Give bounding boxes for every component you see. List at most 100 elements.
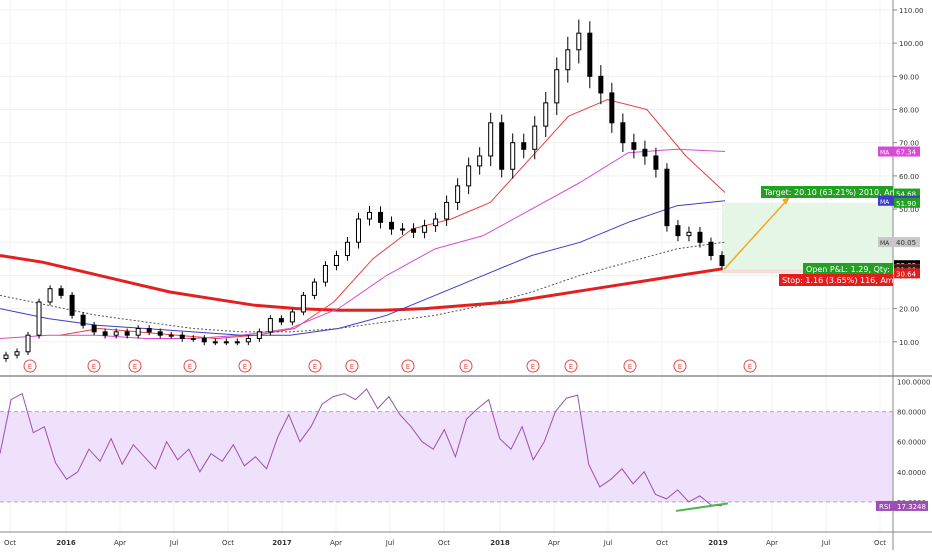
- candle-body[interactable]: [587, 32, 593, 77]
- earnings-marker[interactable]: [526, 359, 540, 373]
- candle-body[interactable]: [532, 125, 538, 150]
- candle-body[interactable]: [653, 155, 659, 170]
- candle-body[interactable]: [422, 225, 428, 233]
- candle-body[interactable]: [256, 331, 262, 339]
- candle-body[interactable]: [686, 231, 692, 237]
- time-tick-label: 2017: [272, 539, 292, 547]
- rsi-badge-label: RSI: [879, 503, 890, 511]
- candle-body[interactable]: [367, 211, 373, 220]
- candle-body[interactable]: [91, 324, 97, 333]
- candle-body[interactable]: [333, 255, 339, 266]
- candle-body[interactable]: [708, 241, 714, 257]
- candle-body[interactable]: [455, 185, 461, 203]
- candle-body[interactable]: [124, 331, 130, 336]
- price-badge: [894, 146, 920, 157]
- candle-body[interactable]: [14, 351, 20, 356]
- earnings-marker-label: E: [748, 363, 752, 371]
- candle-body[interactable]: [609, 92, 615, 124]
- earnings-marker[interactable]: [308, 359, 322, 373]
- rsi-tick-label: 40.0000: [897, 469, 926, 477]
- stop-label-bg[interactable]: [779, 274, 893, 286]
- candle-body[interactable]: [201, 337, 207, 343]
- candle-body[interactable]: [245, 337, 251, 343]
- candle-body[interactable]: [146, 328, 152, 333]
- candle-body[interactable]: [620, 122, 626, 144]
- earnings-marker[interactable]: [623, 359, 637, 373]
- candle-body[interactable]: [311, 281, 317, 296]
- candle-body[interactable]: [36, 301, 42, 336]
- candle-body[interactable]: [113, 331, 119, 336]
- earnings-marker[interactable]: [673, 359, 687, 373]
- candles[interactable]: [3, 19, 725, 362]
- candle-body[interactable]: [675, 225, 681, 237]
- candle-body[interactable]: [3, 354, 9, 359]
- candle-body[interactable]: [300, 294, 306, 313]
- candle-body[interactable]: [190, 337, 196, 340]
- candle-body[interactable]: [267, 318, 273, 333]
- candle-body[interactable]: [69, 294, 75, 316]
- candle-body[interactable]: [378, 211, 384, 223]
- candle-body[interactable]: [477, 155, 483, 167]
- candle-body[interactable]: [58, 288, 64, 296]
- candle-body[interactable]: [278, 318, 284, 323]
- candle-body[interactable]: [157, 331, 163, 336]
- candle-body[interactable]: [510, 142, 516, 170]
- time-tick-label: Oct: [438, 539, 450, 547]
- earnings-marker[interactable]: [345, 359, 359, 373]
- candle-body[interactable]: [135, 328, 141, 336]
- earnings-marker[interactable]: [128, 359, 142, 373]
- rsi-panel[interactable]: [0, 388, 893, 512]
- candle-body[interactable]: [697, 231, 703, 243]
- earnings-marker[interactable]: [183, 359, 197, 373]
- candle-body[interactable]: [25, 334, 31, 353]
- candle-body[interactable]: [554, 69, 560, 104]
- candle-body[interactable]: [168, 334, 174, 337]
- candle-body[interactable]: [212, 341, 218, 344]
- open-pnl-label-bg[interactable]: [803, 263, 893, 275]
- candle-body[interactable]: [289, 311, 295, 323]
- candle-body[interactable]: [444, 201, 450, 220]
- candle-body[interactable]: [433, 218, 439, 227]
- target-label-bg[interactable]: [761, 186, 893, 198]
- position-labels[interactable]: Target: 20.10 (63.21%) 2010, Amo Open P&L…: [723, 186, 902, 286]
- candle-body[interactable]: [389, 221, 395, 230]
- earnings-marker-label: E: [569, 363, 573, 371]
- candle-body[interactable]: [179, 334, 185, 339]
- rsi-tick-label: 60.0000: [897, 439, 926, 447]
- candle-body[interactable]: [543, 102, 549, 127]
- candle-body[interactable]: [466, 165, 472, 187]
- earnings-marker[interactable]: [564, 359, 578, 373]
- candle-body[interactable]: [400, 228, 406, 231]
- candle-body[interactable]: [234, 341, 240, 344]
- candle-body[interactable]: [565, 49, 571, 71]
- divergence-line[interactable]: [675, 502, 729, 512]
- candle-body[interactable]: [664, 168, 670, 227]
- candle-body[interactable]: [223, 341, 229, 344]
- candle-body[interactable]: [631, 142, 637, 150]
- candle-body[interactable]: [102, 331, 108, 336]
- earnings-marker[interactable]: [459, 359, 473, 373]
- candle-body[interactable]: [576, 32, 582, 51]
- price-tick-label: 80.00: [899, 107, 919, 115]
- candle-body[interactable]: [598, 75, 604, 94]
- earnings-marker[interactable]: [743, 359, 757, 373]
- candle-body[interactable]: [80, 314, 86, 326]
- earnings-marker[interactable]: [87, 359, 101, 373]
- candle-body[interactable]: [488, 122, 494, 157]
- earnings-marker[interactable]: [401, 359, 415, 373]
- candle-body[interactable]: [719, 255, 725, 266]
- candle-body[interactable]: [47, 288, 53, 303]
- earnings-marker[interactable]: [23, 359, 37, 373]
- candle-body[interactable]: [411, 228, 417, 233]
- candle-body[interactable]: [521, 142, 527, 150]
- candle-body[interactable]: [322, 264, 328, 283]
- candle-body[interactable]: [499, 122, 505, 170]
- candle-body[interactable]: [355, 218, 361, 243]
- rsi-line[interactable]: [0, 388, 723, 507]
- candle-body[interactable]: [344, 241, 350, 257]
- earnings-marker[interactable]: [238, 359, 252, 373]
- candle-body[interactable]: [642, 148, 648, 157]
